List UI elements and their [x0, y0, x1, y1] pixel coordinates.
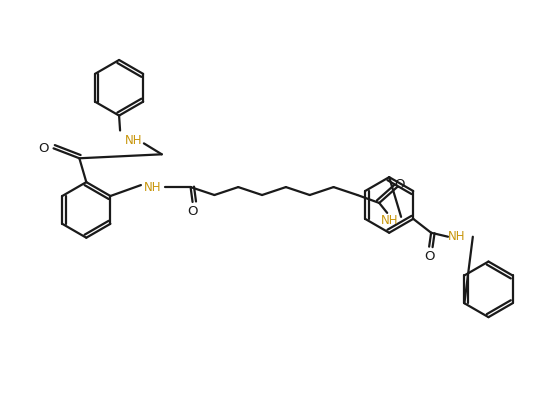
- Text: NH: NH: [144, 181, 162, 194]
- Text: O: O: [187, 205, 198, 218]
- Text: NH: NH: [448, 230, 466, 243]
- Text: O: O: [424, 250, 435, 263]
- Text: NH: NH: [380, 214, 398, 228]
- Text: NH: NH: [125, 134, 143, 147]
- Text: O: O: [39, 142, 49, 155]
- Text: O: O: [394, 178, 404, 191]
